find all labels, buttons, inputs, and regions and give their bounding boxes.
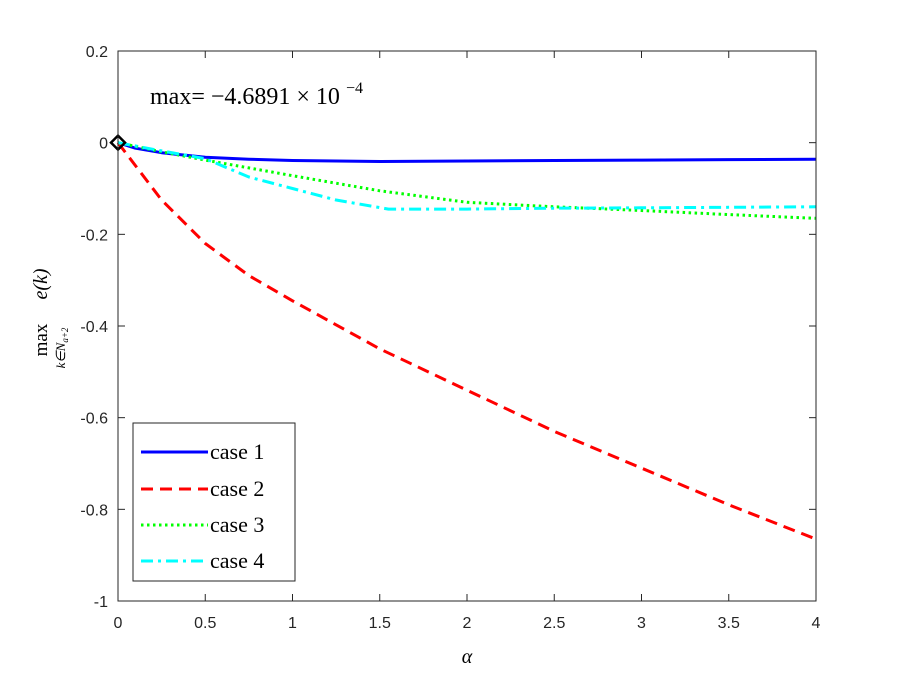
y-axis-label: max e(k) k∈Na+2 [30,268,70,368]
y-tick-label: -0.8 [80,502,108,519]
series-line-case-1 [117,141,817,163]
annotation-mantissa: −4.6891 × 10 [211,84,340,110]
y-axis-label-subscript: k∈Na+2 [53,327,70,368]
annotation-exponent: −4 [346,80,363,97]
y-tick-label: 0 [99,136,108,153]
legend: case 1 case 2 case 3 case 4 [132,422,296,582]
series-lines [116,141,817,541]
x-tick-label: 1.5 [369,615,391,632]
x-tick-label: 4 [812,615,821,632]
series-line-case-2 [116,141,817,541]
x-tick-label: 3 [637,615,646,632]
y-axis-ticks: -1 -0.8 -0.6 -0.4 -0.2 0 0.2 [80,44,816,611]
x-tick-label: 2 [463,615,472,632]
legend-label-case-4: case 4 [210,548,264,573]
legend-label-case-1: case 1 [210,439,264,464]
plot-frame [117,50,817,602]
x-tick-label: 3.5 [718,615,740,632]
y-tick-label: -0.6 [80,411,108,428]
y-tick-label: -1 [94,594,108,611]
series-line-case-4 [117,141,817,211]
annotation-prefix: max= [150,84,211,110]
y-axis-label-subsub: a+2 [60,327,70,343]
x-tick-label: 0 [114,615,123,632]
x-tick-label: 1 [288,615,297,632]
x-tick-label: 2.5 [543,615,565,632]
y-tick-label: 0.2 [86,44,108,61]
y-axis-label-sub: k∈N [53,341,68,368]
y-axis-label-max: max [31,323,52,356]
y-axis-label-func: e(k) [30,268,52,299]
x-tick-label: 0.5 [194,615,216,632]
x-axis-label: α [462,646,473,668]
x-axis-ticks: 0 0.5 1 1.5 2 2.5 3 3.5 4 [114,51,821,632]
y-tick-label: -0.2 [80,227,108,244]
annotation-text: max= −4.6891 × 10 −4 [150,80,363,110]
legend-box [132,422,296,582]
legend-label-case-3: case 3 [210,512,264,537]
legend-label-case-2: case 2 [210,476,264,501]
y-tick-label: -0.4 [80,319,108,336]
series-line-case-3 [117,141,817,220]
